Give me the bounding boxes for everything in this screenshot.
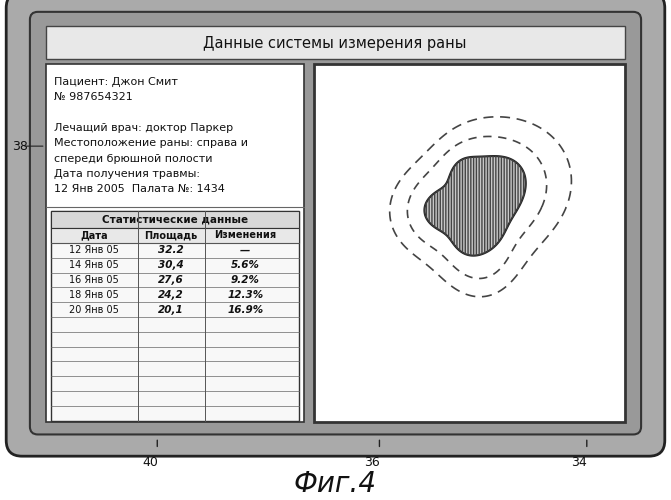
Bar — [50, 228, 299, 243]
FancyBboxPatch shape — [30, 12, 641, 434]
Text: Дата: Дата — [81, 230, 108, 240]
Text: 38: 38 — [12, 140, 28, 152]
Bar — [50, 212, 299, 420]
Polygon shape — [425, 156, 526, 256]
FancyBboxPatch shape — [6, 0, 665, 456]
Bar — [46, 26, 625, 59]
Text: 18 Янв 05: 18 Янв 05 — [69, 290, 119, 300]
Text: Площадь: Площадь — [144, 230, 198, 240]
Bar — [314, 64, 625, 422]
Text: 16 Янв 05: 16 Янв 05 — [69, 275, 119, 285]
Text: 27,6: 27,6 — [158, 275, 184, 285]
Text: Данные системы измерения раны: Данные системы измерения раны — [203, 36, 467, 51]
Text: —: — — [240, 246, 250, 256]
Text: 12 Янв 05: 12 Янв 05 — [69, 246, 119, 256]
Text: 24,2: 24,2 — [158, 290, 184, 300]
Text: спереди брюшной полости: спереди брюшной полости — [54, 154, 212, 164]
Text: 5.6%: 5.6% — [231, 260, 260, 270]
Bar — [50, 212, 299, 228]
Text: Фиг.4: Фиг.4 — [293, 470, 376, 498]
Text: № 987654321: № 987654321 — [54, 92, 132, 102]
Text: 16.9%: 16.9% — [227, 304, 263, 314]
Text: 30,4: 30,4 — [158, 260, 184, 270]
Text: Пациент: Джон Смит: Пациент: Джон Смит — [54, 77, 177, 87]
Text: 9.2%: 9.2% — [231, 275, 260, 285]
Text: 36: 36 — [364, 456, 379, 469]
Text: 14 Янв 05: 14 Янв 05 — [69, 260, 119, 270]
Text: 12 Янв 2005  Палата №: 1434: 12 Янв 2005 Палата №: 1434 — [54, 184, 225, 194]
Text: 12.3%: 12.3% — [227, 290, 263, 300]
Text: Статистические данные: Статистические данные — [102, 214, 248, 224]
Text: 34: 34 — [571, 456, 586, 469]
Text: 32.2: 32.2 — [158, 246, 184, 256]
Text: 20 Янв 05: 20 Янв 05 — [69, 304, 119, 314]
Text: 40: 40 — [142, 456, 158, 469]
Bar — [46, 64, 305, 422]
Text: Дата получения травмы:: Дата получения травмы: — [54, 169, 199, 179]
Text: Изменения: Изменения — [214, 230, 276, 240]
Text: Местоположение раны: справа и: Местоположение раны: справа и — [54, 138, 248, 148]
Text: 20,1: 20,1 — [158, 304, 184, 314]
Text: Лечащий врач: доктор Паркер: Лечащий врач: доктор Паркер — [54, 123, 233, 133]
